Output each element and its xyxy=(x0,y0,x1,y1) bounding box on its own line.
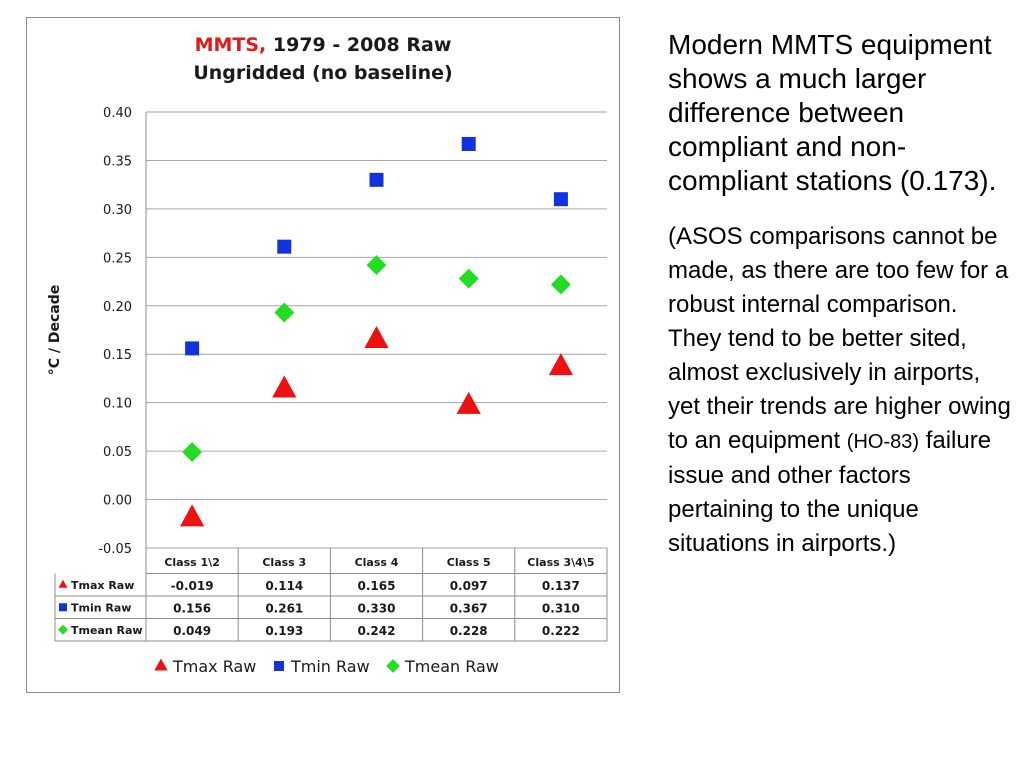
data-point xyxy=(277,239,292,254)
data-label: 0.165 xyxy=(358,579,396,593)
legend-marker xyxy=(386,659,400,673)
data-label: 0.310 xyxy=(542,601,580,615)
data-label: 0.193 xyxy=(265,624,303,638)
table-series-label: Tmin Raw xyxy=(71,601,131,614)
y-tick-label: 0.00 xyxy=(103,494,132,509)
data-label: 0.097 xyxy=(450,579,488,593)
side-paragraph-1: Modern MMTS equipment shows a much large… xyxy=(668,29,997,196)
y-tick-label: 0.35 xyxy=(103,154,132,169)
legend-label: Tmax Raw xyxy=(172,657,256,676)
data-label: 0.330 xyxy=(358,601,396,615)
side-paragraph-2-start: (ASOS comparisons cannot be made, as the… xyxy=(668,223,1011,454)
y-tick-label: 0.30 xyxy=(103,203,132,218)
legend-marker xyxy=(274,661,284,671)
data-label: -0.019 xyxy=(171,579,214,593)
y-tick-label: 0.25 xyxy=(103,251,132,266)
chart-title-highlight: MMTS, xyxy=(194,34,267,56)
data-point xyxy=(548,353,573,376)
y-tick-label: 0.15 xyxy=(103,348,132,363)
data-label: 0.228 xyxy=(450,624,488,638)
y-tick-label: -0.05 xyxy=(98,542,132,557)
table-series-label: Tmax Raw xyxy=(71,579,134,592)
data-point xyxy=(553,192,568,207)
y-axis-label: °C / Decade xyxy=(47,285,63,376)
legend-label: Tmin Raw xyxy=(290,657,370,676)
chart-title: MMTS, 1979 - 2008 Raw xyxy=(27,34,619,56)
category-label: Class 3\4\5 xyxy=(527,556,594,569)
data-label: 0.367 xyxy=(450,601,488,615)
data-label: 0.222 xyxy=(542,624,580,638)
side-text: Modern MMTS equipment shows a much large… xyxy=(668,28,1013,561)
data-point xyxy=(458,268,479,289)
data-point xyxy=(550,274,571,295)
data-point xyxy=(274,302,295,323)
table-legend-marker xyxy=(58,579,68,588)
data-point xyxy=(369,172,384,187)
data-label: 0.114 xyxy=(265,579,303,593)
table-series-label: Tmean Raw xyxy=(71,624,143,637)
category-label: Class 4 xyxy=(355,556,399,569)
chart-svg: 0.40 0.35 0.30 0.25 0.20 0.15 0.10 0.05 0.00 -0.0… xyxy=(47,106,608,676)
chart-subtitle: Ungridded (no baseline) xyxy=(193,62,453,84)
side-paragraph-2-small: (HO-83) xyxy=(846,431,920,453)
data-point xyxy=(456,391,481,414)
data-point xyxy=(185,341,200,356)
category-label: Class 5 xyxy=(447,556,491,569)
table-legend-marker xyxy=(58,624,68,635)
data-point xyxy=(461,136,476,151)
data-point xyxy=(364,326,389,349)
side-paragraph-2: (ASOS comparisons cannot be made, as the… xyxy=(668,220,1013,561)
data-point xyxy=(366,255,387,276)
data-label: 0.242 xyxy=(358,624,396,638)
data-label: 0.049 xyxy=(173,624,211,638)
y-tick-label: 0.20 xyxy=(103,300,132,315)
data-label: 0.156 xyxy=(173,601,211,615)
y-tick-label: 0.10 xyxy=(103,397,132,412)
legend-label: Tmean Raw xyxy=(404,657,499,676)
y-tick-label: 0.40 xyxy=(103,106,132,121)
side-paragraph-2-end: failure issue and other factors pertaini… xyxy=(668,427,992,557)
data-label: 0.261 xyxy=(265,601,303,615)
data-label: 0.137 xyxy=(542,579,580,593)
y-tick-label: 0.05 xyxy=(103,445,132,460)
chart-title-rest: 1979 - 2008 Raw xyxy=(266,34,452,56)
data-point xyxy=(182,442,203,462)
chart-frame: MMTS, 1979 - 2008 Raw Ungridded (no base… xyxy=(26,17,620,693)
category-label: Class 3 xyxy=(262,556,306,569)
category-label: Class 1\2 xyxy=(164,556,220,569)
legend-marker xyxy=(154,658,168,671)
data-point xyxy=(180,504,205,527)
table-legend-marker xyxy=(59,603,67,612)
data-point xyxy=(272,375,297,398)
